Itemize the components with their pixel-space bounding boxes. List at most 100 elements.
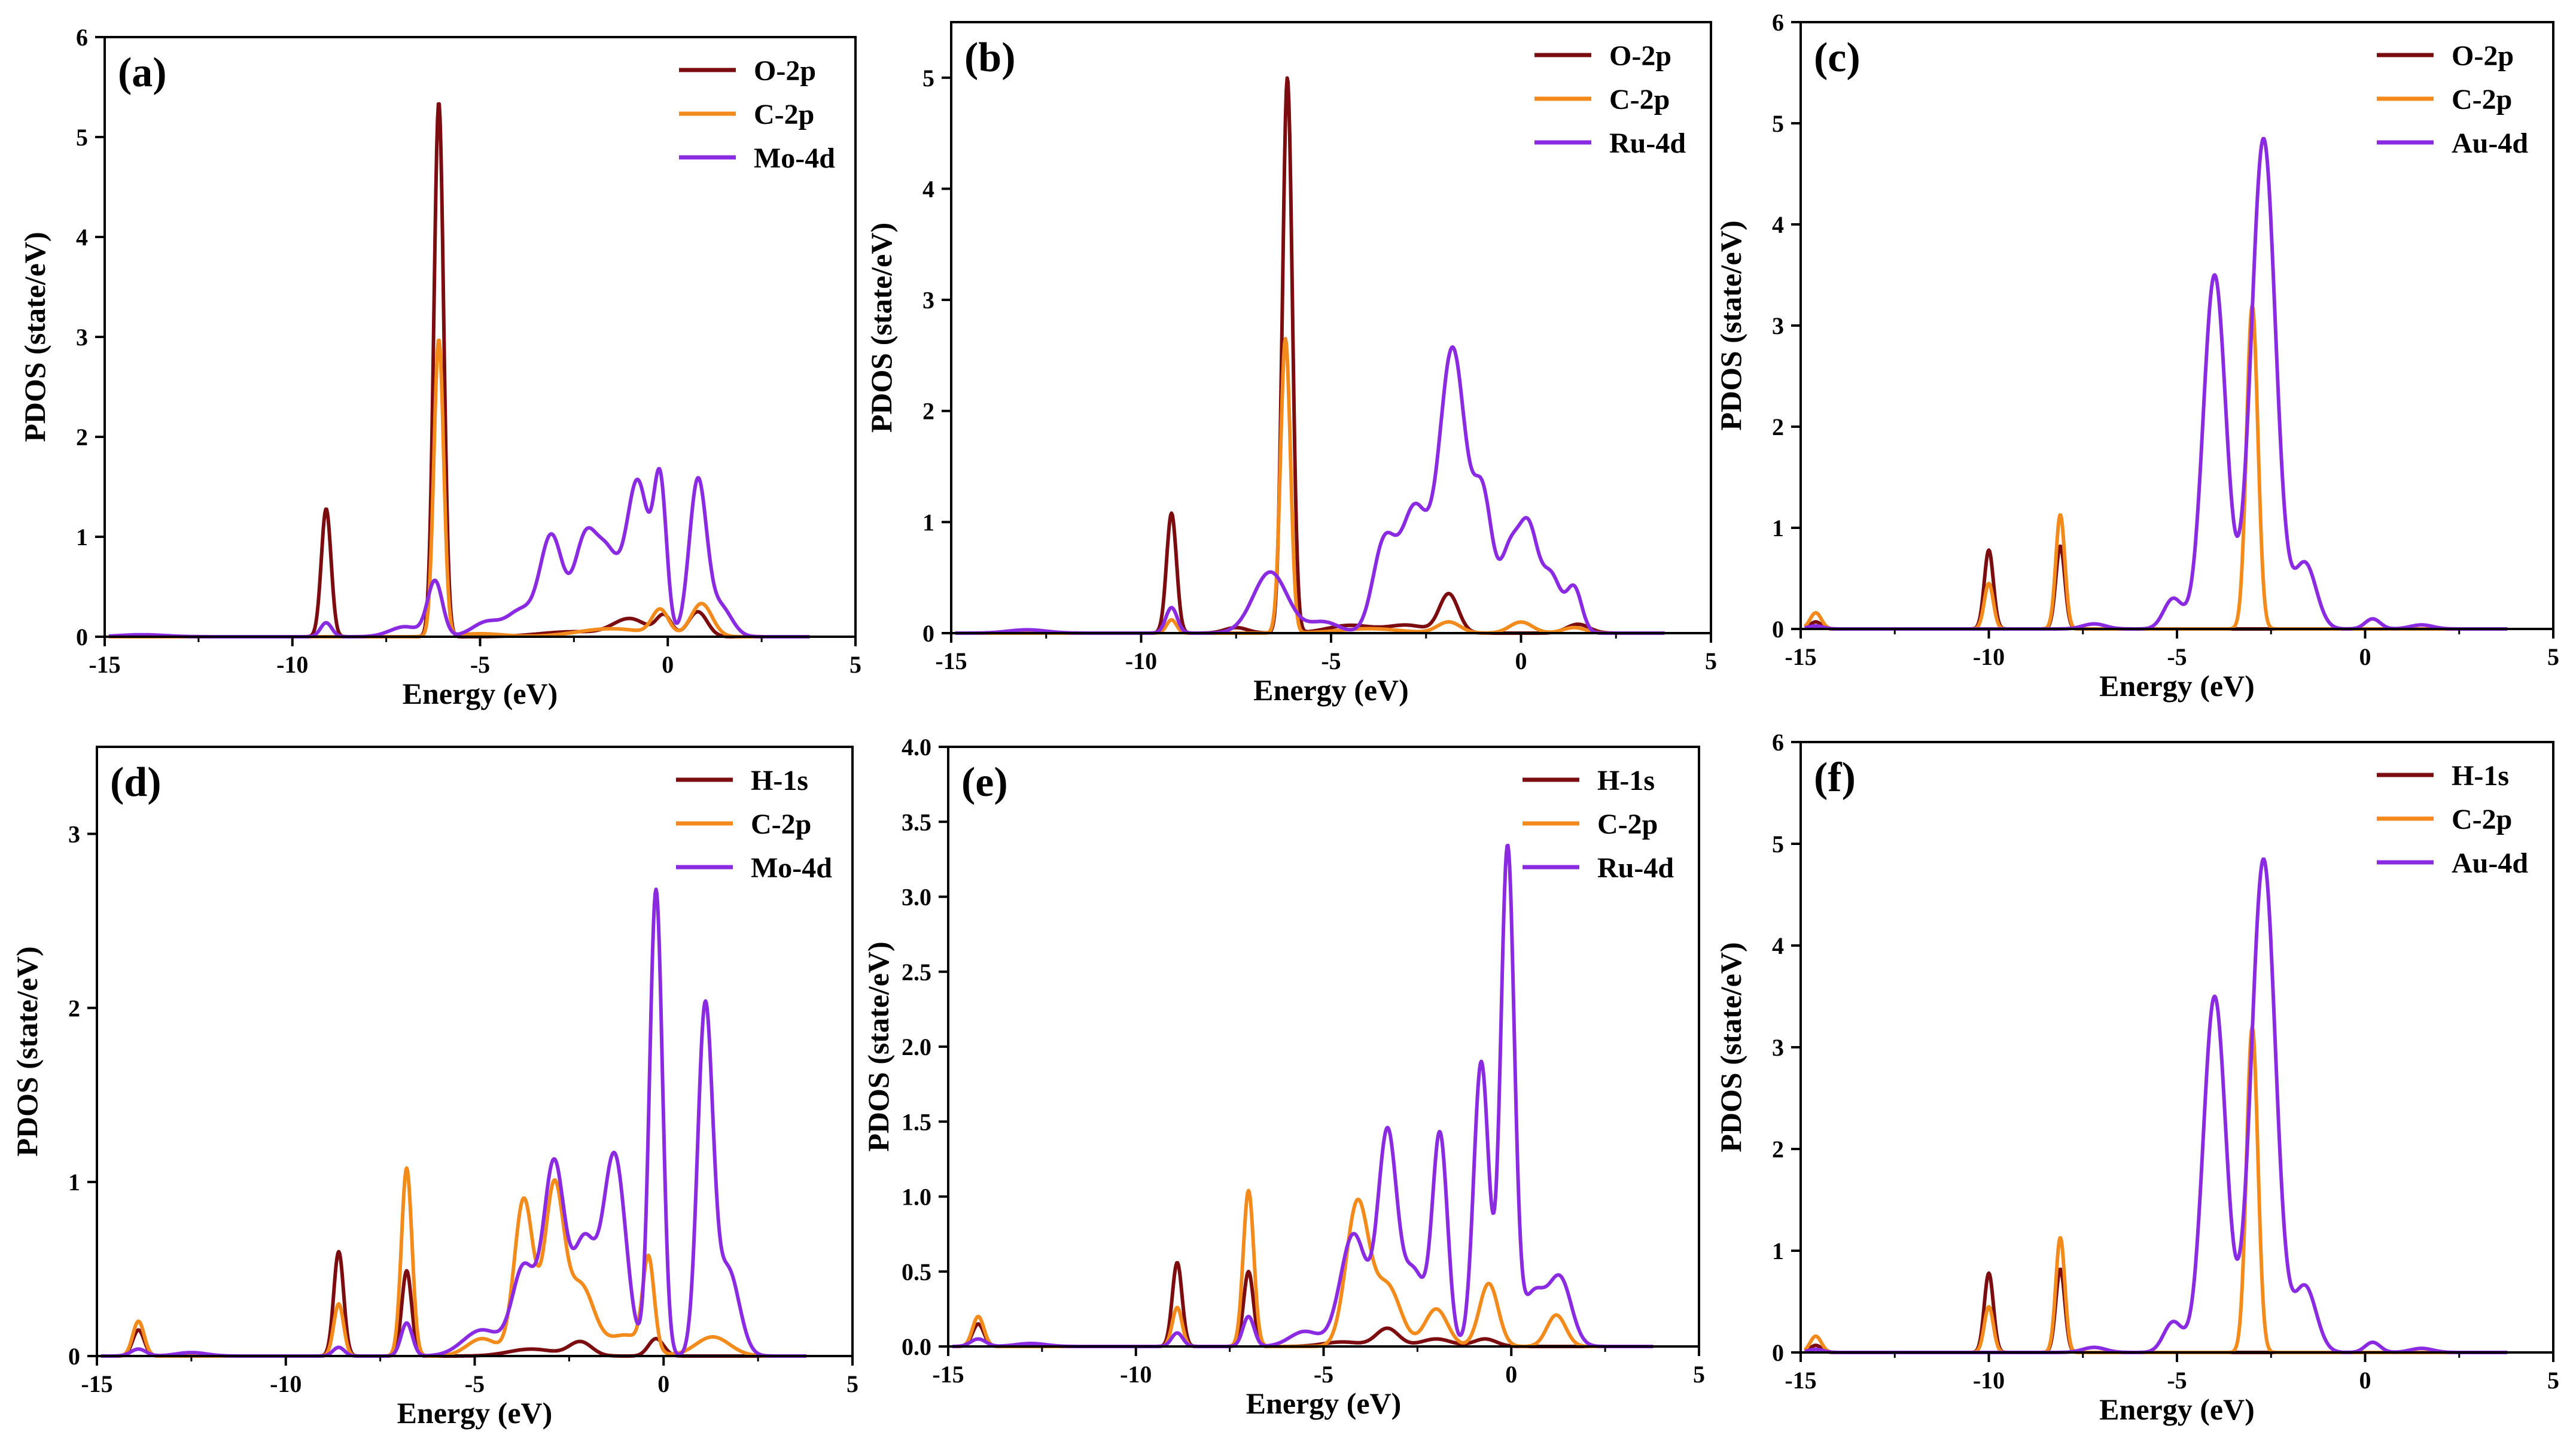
x-tick-label: 5 <box>849 651 861 678</box>
panel-a: -15 -10 -5 0 5 0 1 2 3 4 5 6 Energy (eV) PDOS (state/… <box>18 24 861 710</box>
x-tick-label: -5 <box>1321 648 1341 674</box>
x-tick-label: 0 <box>2359 643 2371 670</box>
y-tick-label: 4 <box>76 224 88 251</box>
legend-label: Au-4d <box>2452 127 2528 159</box>
y-axis-label: PDOS (state/eV) <box>861 941 895 1151</box>
legend-label: C-2p <box>754 99 814 130</box>
y-axis-label: PDOS (state/eV) <box>1714 942 1747 1152</box>
y-tick-label: 1 <box>1772 515 1784 542</box>
x-tick-label: 5 <box>847 1370 858 1397</box>
y-tick-label: 1 <box>76 524 88 551</box>
y-tick-label: 6 <box>76 24 88 51</box>
panel-label: (f) <box>1814 755 1856 801</box>
y-tick-label: 1 <box>922 509 934 536</box>
x-axis-label: Energy (eV) <box>403 677 558 710</box>
x-axis-label: Energy (eV) <box>2099 1393 2255 1426</box>
panel-label: (b) <box>964 35 1016 81</box>
series-line-au-4d <box>1804 857 2508 1354</box>
x-tick-label: 0 <box>1515 648 1527 674</box>
legend-label: Mo-4d <box>751 852 832 884</box>
y-tick-label: 4.0 <box>902 734 931 761</box>
series-line-mo-4d <box>108 467 811 639</box>
x-tick-label: 0 <box>1505 1361 1517 1388</box>
x-tick-label: -15 <box>1785 643 1816 670</box>
x-axis-label: Energy (eV) <box>2099 669 2255 703</box>
x-tick-label: 5 <box>2547 1367 2559 1394</box>
legend-label: C-2p <box>1609 84 1670 115</box>
y-tick-label: 3 <box>1772 312 1784 339</box>
series-line-ru-4d <box>954 345 1665 635</box>
legend-label: H-1s <box>1597 765 1655 797</box>
y-tick-label: 0 <box>1772 1339 1784 1366</box>
x-tick-label: -5 <box>2167 1367 2187 1394</box>
y-tick-label: 0.5 <box>902 1259 931 1285</box>
legend-label: C-2p <box>751 808 811 840</box>
y-tick-label: 2 <box>68 995 80 1022</box>
y-tick-label: 0 <box>76 624 88 650</box>
x-tick-label: 5 <box>2547 643 2559 670</box>
series-line-o-2p <box>108 102 811 639</box>
x-tick-label: -10 <box>276 651 308 678</box>
x-tick-label: -10 <box>1973 643 2005 670</box>
y-tick-label: 6 <box>1772 9 1784 36</box>
legend-label: C-2p <box>2452 84 2512 115</box>
y-tick-label: 5 <box>922 65 934 92</box>
panel-d: -15 -10 -5 0 5 0 1 2 3 Energy (eV) PDOS (state/eV)… <box>10 746 858 1430</box>
x-tick-label: -10 <box>1125 648 1157 674</box>
x-tick-label: -5 <box>1314 1361 1333 1388</box>
y-tick-label: 2.0 <box>902 1033 931 1060</box>
panel-b: -15 -10 -5 0 5 0 1 2 3 4 5 Energy (eV) PDOS (state/e… <box>864 21 1717 707</box>
series-line-c-2p <box>100 1166 808 1358</box>
y-tick-label: 0.0 <box>902 1333 931 1360</box>
panel-e: -15 -10 -5 0 5 0.0 0.5 1.0 1.5 2.0 2.5 3.0 3.5 4.0 Ene… <box>861 734 1705 1420</box>
x-tick-label: -10 <box>270 1370 302 1397</box>
y-tick-label: 2 <box>1772 414 1784 440</box>
y-tick-label: 3.0 <box>902 884 931 911</box>
y-tick-label: 1 <box>1772 1238 1784 1264</box>
x-axis-label: Energy (eV) <box>1246 1387 1402 1420</box>
y-axis-label: PDOS (state/eV) <box>18 232 51 442</box>
series-line-h-1s <box>1804 1267 2508 1354</box>
x-tick-label: 0 <box>2359 1367 2371 1394</box>
plot-frame <box>1799 21 2554 630</box>
y-tick-label: 2 <box>922 398 934 425</box>
x-tick-label: 5 <box>1705 648 1717 674</box>
y-axis-label: PDOS (state/eV) <box>1714 220 1747 430</box>
y-tick-label: 4 <box>1772 932 1784 959</box>
series-line-c-2p <box>1803 1025 2508 1354</box>
x-tick-label: -15 <box>932 1361 964 1388</box>
y-tick-label: 5 <box>1772 831 1784 858</box>
legend-label: H-1s <box>2452 760 2509 792</box>
y-tick-label: 4 <box>922 175 934 202</box>
y-tick-label: 1.5 <box>902 1108 931 1135</box>
legend-label: Mo-4d <box>754 142 835 174</box>
y-tick-label: 0 <box>922 620 934 647</box>
plot-frame <box>103 36 857 638</box>
x-axis-label: Energy (eV) <box>397 1396 553 1430</box>
y-tick-label: 3 <box>68 820 80 847</box>
series-line-mo-4d <box>100 887 808 1358</box>
legend-label: Au-4d <box>2452 847 2528 879</box>
series-line-o-2p <box>1804 545 2508 631</box>
x-tick-label: -10 <box>1120 1361 1152 1388</box>
legend-label: O-2p <box>754 55 816 87</box>
series-line-c-2p <box>951 1188 1654 1348</box>
x-tick-label: 5 <box>1693 1361 1705 1388</box>
series-line-au-4d <box>1804 136 2508 631</box>
series-line-c-2p <box>108 338 811 639</box>
y-tick-label: 1.0 <box>902 1184 931 1211</box>
y-tick-label: 5 <box>1772 110 1784 137</box>
panel-c: -15 -10 -5 0 5 0 1 2 3 4 5 6 Energy (eV) PDOS (state/… <box>1714 9 2559 703</box>
x-tick-label: -5 <box>470 651 490 678</box>
panel-label: (c) <box>1814 35 1861 81</box>
x-tick-label: 0 <box>657 1370 669 1397</box>
x-axis-label: Energy (eV) <box>1253 673 1409 707</box>
y-tick-label: 6 <box>1772 729 1784 756</box>
y-tick-label: 3.5 <box>902 808 931 835</box>
y-tick-label: 3 <box>1772 1034 1784 1061</box>
legend-label: Ru-4d <box>1597 852 1674 884</box>
y-tick-label: 3 <box>76 324 88 351</box>
series-line-c-2p <box>954 336 1665 635</box>
panel-label: (d) <box>110 759 162 805</box>
